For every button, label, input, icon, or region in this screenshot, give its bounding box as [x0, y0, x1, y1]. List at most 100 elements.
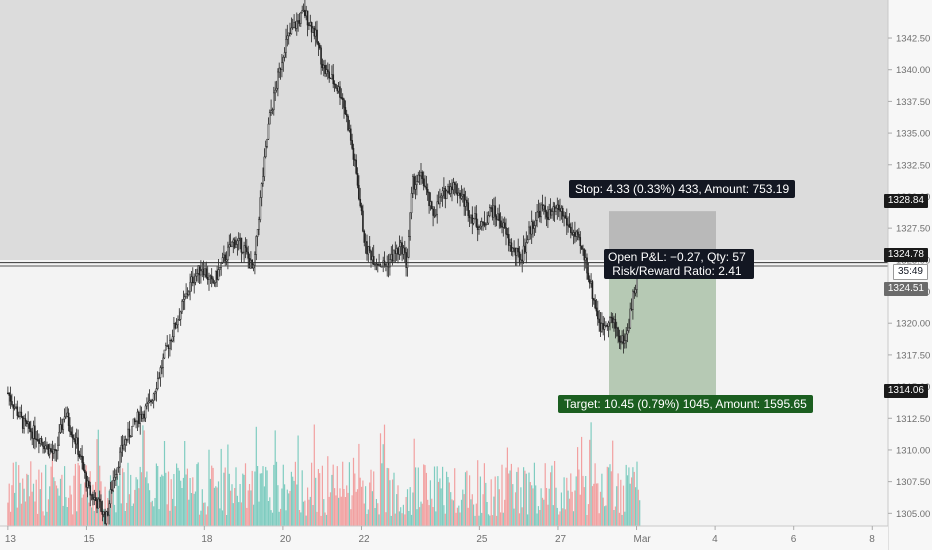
candle-body — [430, 201, 433, 210]
candle-body — [295, 20, 298, 29]
candle-body — [583, 249, 586, 261]
volume-bar — [209, 478, 211, 526]
volume-bar — [440, 488, 442, 526]
candle-body — [224, 254, 227, 262]
candle-body — [563, 215, 565, 217]
volume-bar — [77, 462, 79, 526]
volume-bar — [116, 476, 118, 526]
target-zone[interactable] — [609, 262, 716, 399]
volume-bar — [639, 500, 641, 526]
volume-bar — [629, 483, 631, 526]
volume-bar — [96, 439, 98, 526]
volume-bar — [338, 497, 340, 526]
volume-bar — [61, 474, 63, 526]
candle-body — [90, 494, 93, 496]
candle-body — [376, 263, 379, 266]
volume-bar — [321, 465, 323, 526]
volume-bar — [406, 489, 409, 526]
candle-body — [610, 316, 613, 319]
volume-bar — [564, 509, 566, 526]
candle-body — [208, 275, 210, 280]
candle-body — [277, 71, 279, 89]
candle-body — [475, 213, 478, 227]
volume-bar — [307, 487, 309, 526]
volume-bar — [199, 514, 201, 526]
volume-bar — [427, 499, 429, 526]
candle-body — [23, 418, 25, 429]
volume-bar — [485, 482, 487, 526]
volume-bar — [637, 489, 639, 526]
volume-bar — [327, 456, 329, 526]
candle-body — [625, 333, 627, 341]
candle-body — [77, 437, 79, 455]
volume-bar — [123, 472, 125, 526]
candle-body — [233, 239, 236, 248]
candle-body — [200, 270, 202, 276]
volume-bar — [174, 506, 176, 526]
candle-body — [152, 393, 155, 401]
volume-bar — [248, 484, 251, 526]
volume-bar — [167, 471, 170, 526]
candle-body — [246, 247, 248, 253]
candle-body — [606, 324, 609, 327]
volume-bar — [383, 424, 386, 526]
candle-body — [548, 209, 551, 220]
candle-body — [136, 411, 139, 422]
volume-bar — [474, 515, 476, 526]
candle-body — [463, 194, 465, 207]
candle-body — [356, 173, 359, 186]
volume-bar — [591, 486, 593, 526]
candle-body — [193, 282, 195, 284]
volume-bar — [429, 480, 431, 526]
candle-body — [391, 254, 394, 262]
volume-bar — [566, 477, 568, 526]
candle-body — [328, 71, 330, 79]
volume-bar — [352, 457, 355, 526]
volume-bar — [455, 512, 457, 526]
volume-bar — [595, 483, 598, 526]
volume-bar — [608, 467, 610, 526]
volume-bar — [370, 469, 372, 526]
candle-body — [584, 257, 587, 261]
candle-body — [622, 335, 625, 344]
candle-body — [613, 319, 615, 323]
volume-bar — [589, 439, 591, 526]
volume-bar — [404, 514, 406, 526]
candle-body — [36, 439, 39, 441]
volume-bar — [216, 487, 218, 526]
candle-body — [591, 281, 594, 299]
candle-body — [235, 244, 237, 248]
volume-bar — [12, 462, 14, 526]
candle-body — [162, 357, 164, 368]
volume-bar — [232, 503, 234, 526]
candle-body — [345, 113, 348, 117]
price-tick-label: 1342.50 — [896, 34, 930, 45]
volume-bar — [30, 461, 32, 526]
candle-body — [528, 226, 530, 241]
candle-body — [96, 500, 98, 509]
volume-bar — [54, 481, 56, 526]
upper-shade-zone — [0, 0, 888, 260]
volume-bar — [28, 496, 31, 526]
volume-bar — [131, 506, 133, 526]
volume-bar — [475, 503, 477, 526]
candle-body — [267, 123, 270, 140]
volume-bar — [308, 499, 310, 526]
candle-body — [453, 182, 456, 185]
candle-body — [156, 378, 159, 390]
volume-bar — [500, 512, 502, 526]
candle-body — [493, 205, 495, 218]
volume-bar — [609, 464, 611, 526]
candle-body — [258, 219, 260, 230]
volume-bar — [120, 503, 122, 526]
candle-body — [521, 259, 524, 262]
volume-bar — [11, 485, 13, 526]
time-axis-background[interactable] — [0, 526, 888, 550]
volume-bar — [261, 473, 263, 526]
volume-bar — [544, 463, 546, 526]
candle-body — [595, 307, 598, 312]
volume-bar — [388, 468, 390, 526]
volume-bar — [293, 480, 295, 526]
volume-bar — [497, 476, 499, 526]
